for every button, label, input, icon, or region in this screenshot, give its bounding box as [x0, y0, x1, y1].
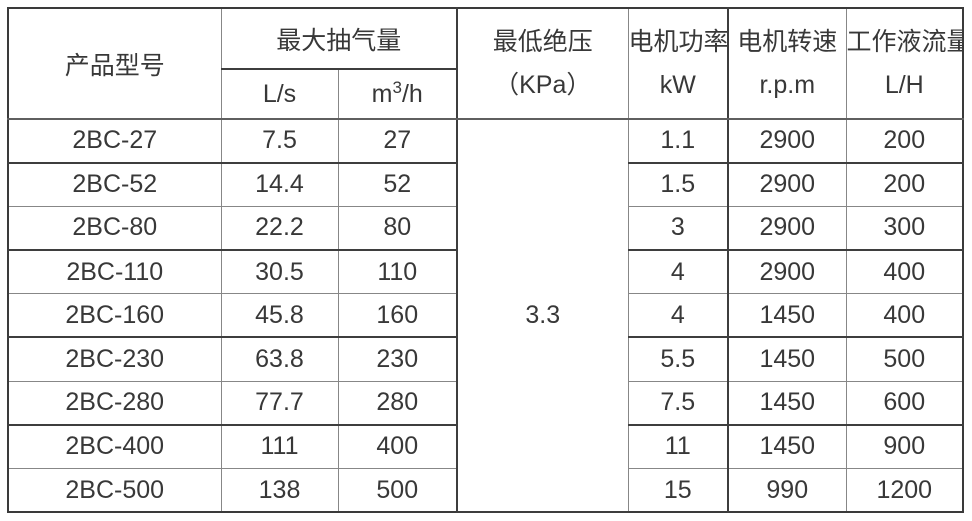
- cell-model: 2BC-500: [7, 468, 222, 513]
- cell-model: 2BC-160: [7, 293, 222, 339]
- header-min-pressure-unit: （KPa）: [494, 70, 592, 99]
- cell-kw: 11: [627, 424, 730, 469]
- cell-ls: 30.5: [220, 249, 339, 295]
- cell-lh: 500: [845, 336, 964, 382]
- cell-rpm: 2900: [727, 249, 847, 295]
- header-unit-ls: L/s: [220, 68, 339, 120]
- cell-rpm: 1450: [727, 293, 847, 339]
- cell-m3h: 400: [337, 424, 459, 469]
- cell-kw: 5.5: [627, 336, 730, 382]
- unit-m3h-suffix: /h: [401, 79, 423, 108]
- cell-m3h: 80: [337, 205, 459, 252]
- header-motor-power: 电机功率 kW: [627, 7, 730, 120]
- cell-rpm: 2900: [727, 118, 847, 164]
- table-row: 2BC-160 45.8 160 4 1450 400: [7, 293, 964, 339]
- cell-m3h: 230: [337, 336, 459, 382]
- table-row: 2BC-230 63.8 230 5.5 1450 500: [7, 336, 964, 382]
- table-row: 2BC-27 7.5 27 3.3 1.1 2900 200: [7, 118, 964, 514]
- cell-ls: 7.5: [220, 118, 339, 164]
- cell-lh: 400: [845, 249, 964, 295]
- cell-lh: 200: [845, 162, 964, 207]
- cell-lh: 600: [845, 380, 964, 426]
- cell-kw: 7.5: [627, 380, 730, 426]
- cell-lh: 1200: [845, 468, 964, 513]
- header-motor-speed: 电机转速 r.p.m: [727, 7, 847, 120]
- cell-m3h: 110: [337, 249, 459, 295]
- cell-rpm: 2900: [727, 162, 847, 207]
- cell-kw: 4: [627, 293, 730, 339]
- cell-ls: 138: [220, 468, 339, 513]
- cell-model: 2BC-110: [7, 249, 222, 295]
- cell-lh: 300: [845, 205, 964, 252]
- header-min-pressure: 最低绝压 （KPa）: [456, 7, 629, 120]
- spec-table: 产品型号 最大抽气量 最低绝压 （KPa） 电机功率 kW 电机转速 r.p.m…: [7, 7, 965, 514]
- table-row: 2BC-80 22.2 80 3 2900 300: [7, 205, 964, 252]
- cell-ls: 22.2: [220, 205, 339, 252]
- cell-ls: 14.4: [220, 162, 339, 207]
- cell-kw: 1.1: [627, 118, 730, 164]
- cell-kw: 4: [627, 249, 730, 295]
- cell-rpm: 1450: [727, 380, 847, 426]
- cell-model: 2BC-27: [7, 118, 222, 164]
- cell-rpm: 2900: [727, 205, 847, 252]
- header-min-pressure-label: 最低绝压: [492, 27, 593, 56]
- cell-m3h: 52: [337, 162, 459, 207]
- cell-m3h: 160: [337, 293, 459, 339]
- table-row: 2BC-500 138 500 15 990 1200: [7, 468, 964, 513]
- header-fluid-flow-unit: L/H: [884, 70, 924, 99]
- cell-kw: 15: [627, 468, 730, 513]
- cell-lh: 200: [845, 118, 964, 164]
- cell-lh: 900: [845, 424, 964, 469]
- cell-m3h: 500: [337, 468, 459, 513]
- cell-min-pressure: 3.3: [456, 118, 629, 514]
- cell-ls: 63.8: [220, 336, 339, 382]
- cell-lh: 400: [845, 293, 964, 339]
- cell-kw: 3: [627, 205, 730, 252]
- cell-kw: 1.5: [627, 162, 730, 207]
- cell-ls: 111: [220, 424, 339, 469]
- header-unit-m3h: m3/h: [337, 68, 459, 120]
- cell-model: 2BC-400: [7, 424, 222, 469]
- cell-rpm: 1450: [727, 336, 847, 382]
- header-motor-power-label: 电机功率: [628, 27, 729, 56]
- cell-model: 2BC-280: [7, 380, 222, 426]
- cell-m3h: 27: [337, 118, 459, 164]
- header-fluid-flow-label: 工作液流量: [846, 27, 964, 56]
- table-row: 2BC-280 77.7 280 7.5 1450 600: [7, 380, 964, 426]
- cell-ls: 77.7: [220, 380, 339, 426]
- cell-m3h: 280: [337, 380, 459, 426]
- header-fluid-flow: 工作液流量 L/H: [845, 7, 964, 120]
- table-row: 2BC-400 111 400 11 1450 900: [7, 424, 964, 469]
- cell-rpm: 1450: [727, 424, 847, 469]
- cell-model: 2BC-52: [7, 162, 222, 207]
- unit-m3h-superscript: 3: [392, 77, 402, 97]
- header-model: 产品型号: [7, 7, 222, 120]
- cell-model: 2BC-230: [7, 336, 222, 382]
- header-motor-speed-label: 电机转速: [737, 27, 838, 56]
- cell-model: 2BC-80: [7, 205, 222, 252]
- cell-ls: 45.8: [220, 293, 339, 339]
- cell-rpm: 990: [727, 468, 847, 513]
- header-max-capacity: 最大抽气量: [220, 7, 459, 70]
- header-motor-power-unit: kW: [659, 70, 696, 99]
- unit-m3h-base: m: [371, 79, 393, 108]
- header-motor-speed-unit: r.p.m: [759, 70, 816, 99]
